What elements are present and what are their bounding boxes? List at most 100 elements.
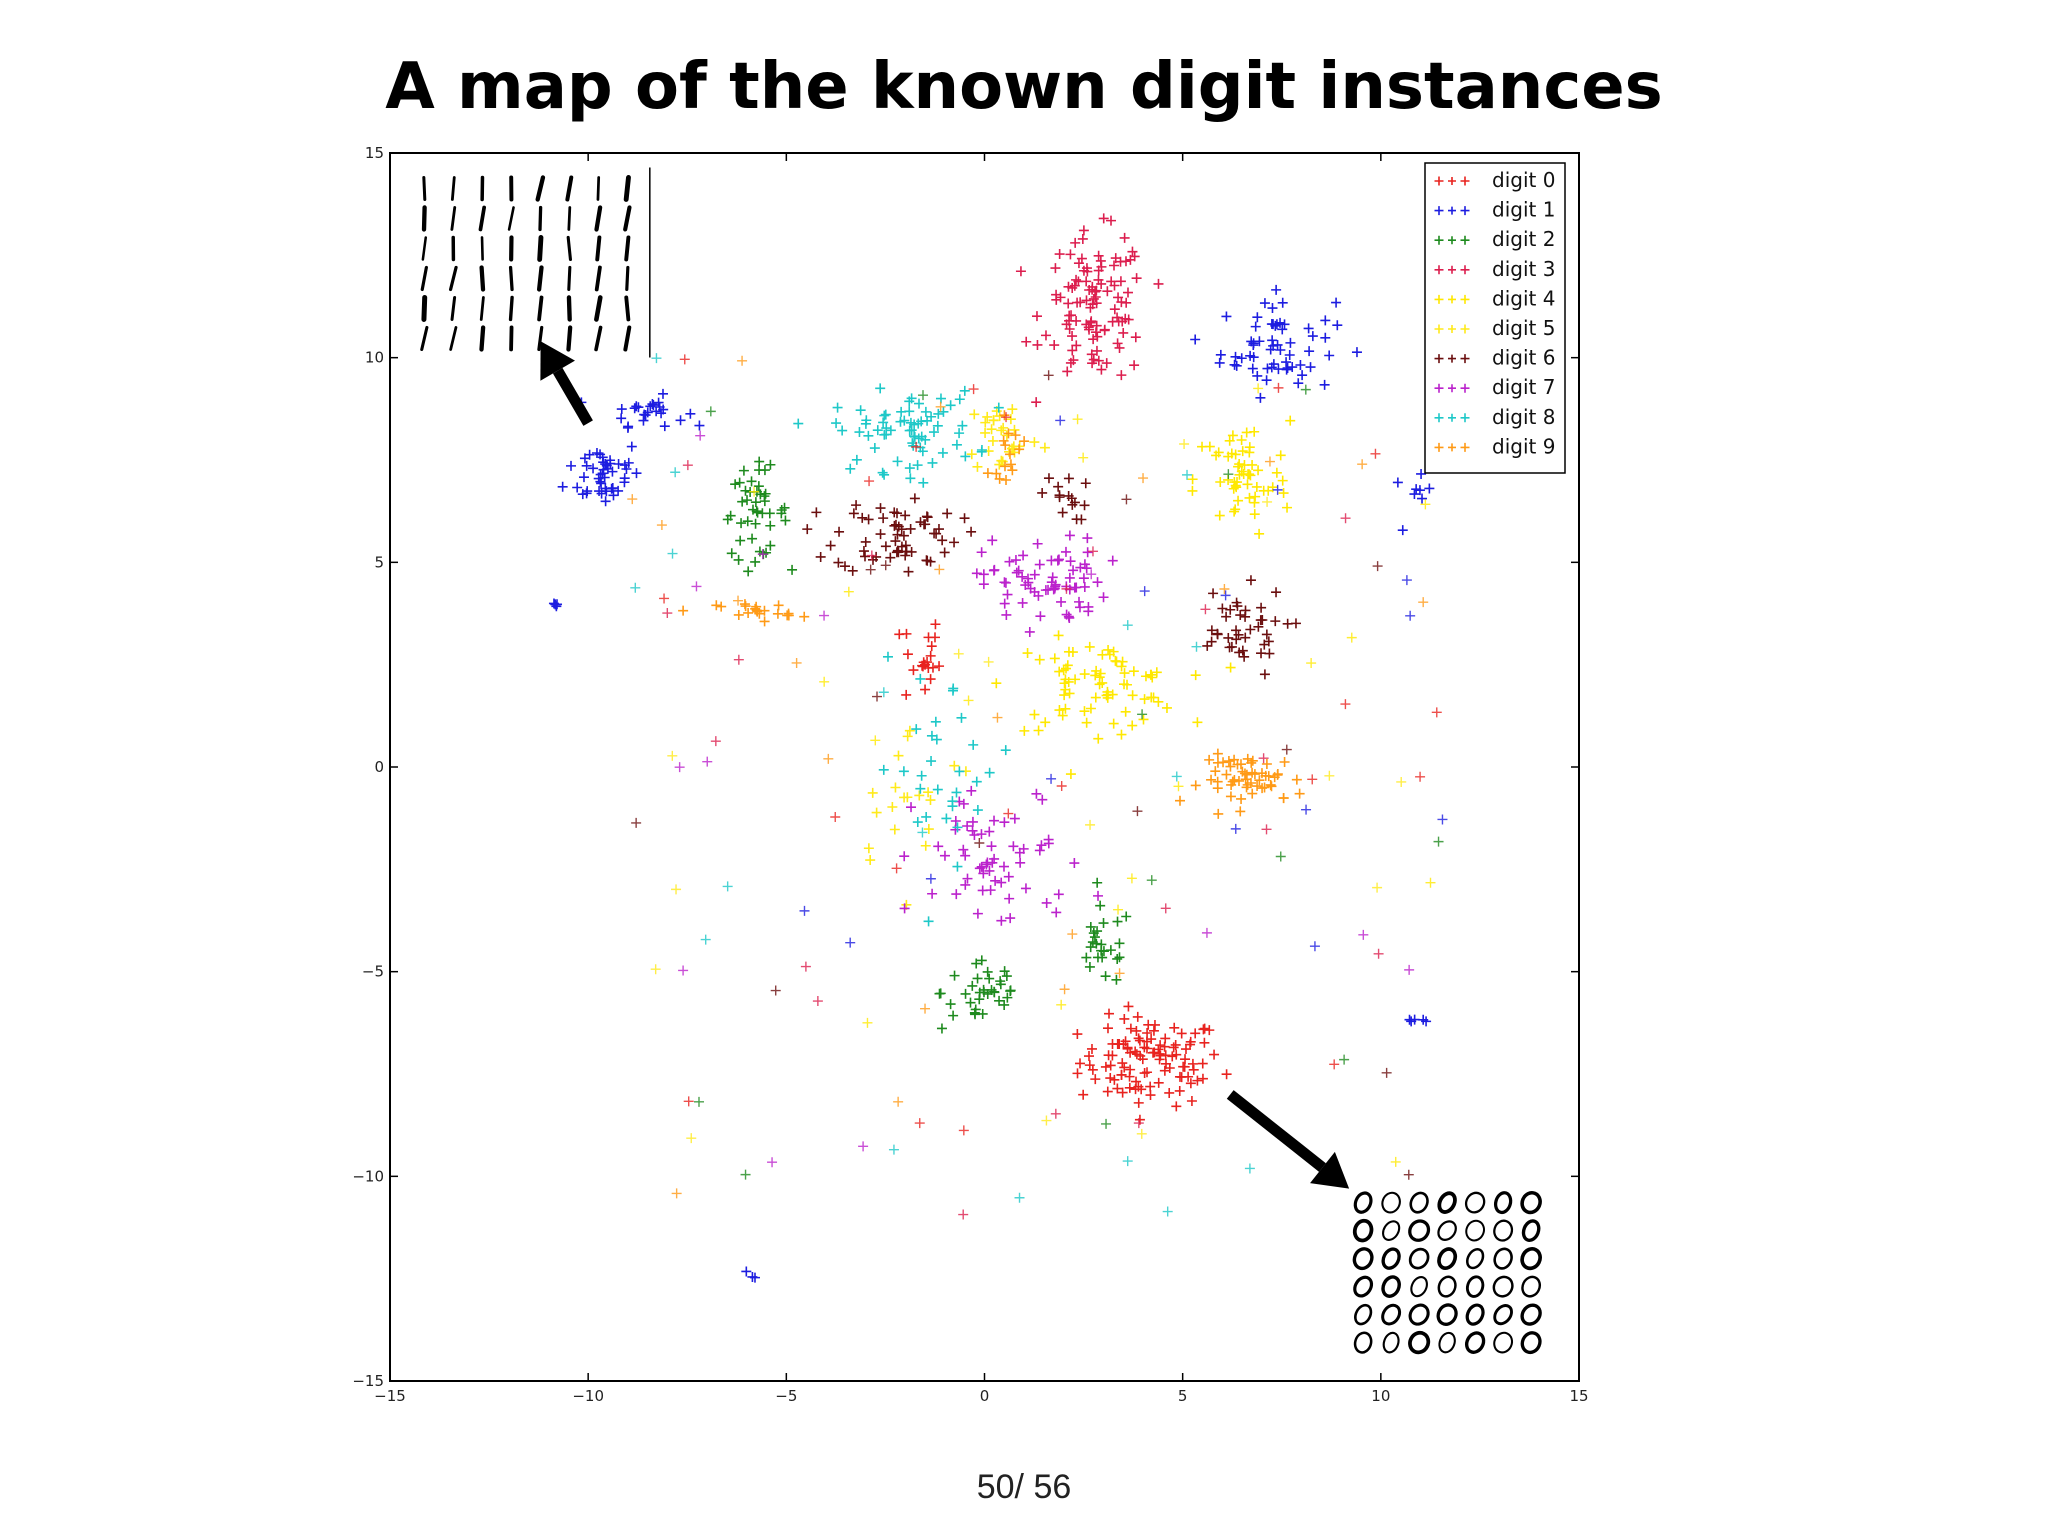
point-marker <box>740 601 751 612</box>
point-marker <box>648 400 659 411</box>
point-marker <box>1000 440 1011 451</box>
point-marker <box>958 1125 969 1136</box>
point-marker <box>1117 1087 1128 1098</box>
point-marker <box>889 507 900 518</box>
point-marker <box>1136 1084 1147 1095</box>
point-marker <box>1060 703 1071 714</box>
point-marker <box>1091 285 1102 296</box>
point-marker <box>959 385 970 396</box>
point-marker <box>1223 756 1234 767</box>
point-marker <box>1069 858 1080 869</box>
digit-zero-glyph <box>1464 1191 1486 1214</box>
point-marker <box>1140 671 1151 682</box>
point-marker <box>966 526 977 537</box>
point-marker <box>1225 791 1236 802</box>
point-marker <box>843 586 854 597</box>
point-marker <box>966 449 977 460</box>
digit-zero-glyph <box>1520 1190 1542 1215</box>
point-marker <box>972 805 983 816</box>
point-marker <box>1291 774 1302 785</box>
point-marker <box>1257 614 1268 625</box>
point-marker <box>982 411 993 422</box>
point-marker <box>1022 573 1033 584</box>
point-marker <box>1114 342 1125 353</box>
point-marker <box>1106 215 1116 226</box>
point-marker <box>1346 632 1357 643</box>
point-marker <box>1305 362 1316 373</box>
point-marker <box>1077 233 1088 244</box>
point-marker <box>1417 493 1428 504</box>
point-marker <box>1005 459 1016 470</box>
series-digit-6 <box>802 473 1301 680</box>
point-marker <box>1138 714 1149 725</box>
point-marker <box>1029 569 1040 580</box>
point-marker <box>1401 575 1412 586</box>
point-marker <box>1088 928 1099 939</box>
point-marker <box>918 477 929 488</box>
point-marker <box>980 427 991 438</box>
digit-zero-glyph <box>1409 1191 1429 1214</box>
point-marker <box>987 435 998 446</box>
point-marker <box>678 605 689 616</box>
point-marker <box>751 506 762 517</box>
point-marker <box>1093 265 1104 276</box>
point-marker <box>1255 392 1266 403</box>
digit-one-glyph <box>479 265 486 292</box>
point-marker <box>650 964 661 975</box>
point-marker <box>659 593 670 604</box>
point-marker <box>865 564 876 575</box>
point-marker <box>1018 550 1029 561</box>
point-marker <box>750 518 761 529</box>
point-marker <box>1416 468 1427 479</box>
series-digit-4 <box>991 415 1296 780</box>
series-digit-3 <box>1015 213 1164 408</box>
point-marker <box>1054 490 1065 501</box>
point-marker <box>1153 1077 1164 1088</box>
point-marker <box>1267 335 1278 346</box>
point-marker <box>1125 254 1136 265</box>
point-marker <box>1405 610 1416 621</box>
point-marker <box>1001 474 1012 485</box>
point-marker <box>933 841 944 852</box>
point-marker <box>1197 1058 1208 1069</box>
legend-entry: digit 9 <box>1434 434 1555 458</box>
point-marker <box>1324 770 1335 781</box>
point-marker <box>879 429 890 440</box>
point-marker <box>912 817 923 828</box>
ones-inset <box>403 167 651 358</box>
point-marker <box>923 632 934 643</box>
point-marker <box>1109 304 1120 315</box>
point-marker <box>1221 611 1232 622</box>
digit-one-glyph <box>594 205 603 232</box>
legend-entry: digit 3 <box>1434 257 1555 281</box>
digit-zero-glyph <box>1465 1219 1486 1242</box>
point-marker <box>1096 278 1107 289</box>
point-marker <box>1051 907 1062 918</box>
digit-one-glyph <box>565 175 574 202</box>
point-marker <box>705 406 716 417</box>
point-marker <box>993 402 1004 413</box>
point-marker <box>1068 565 1079 576</box>
point-marker <box>1078 1089 1089 1100</box>
point-marker <box>1043 370 1054 381</box>
point-marker <box>772 608 783 619</box>
point-marker <box>916 416 927 427</box>
point-marker <box>577 489 588 500</box>
digit-zero-glyph <box>1520 1303 1542 1326</box>
point-marker <box>1409 489 1420 500</box>
y-tick-label: −10 <box>352 1167 384 1185</box>
point-marker <box>905 523 916 534</box>
point-marker <box>1103 644 1114 655</box>
digit-one-glyph <box>450 295 457 321</box>
point-marker <box>899 415 910 426</box>
point-marker <box>1001 412 1012 423</box>
point-marker <box>1247 755 1258 766</box>
point-marker <box>1108 718 1119 729</box>
point-marker <box>1075 1058 1086 1069</box>
legend-marker <box>1434 442 1444 452</box>
point-marker <box>1351 347 1362 358</box>
point-marker <box>926 756 937 767</box>
point-marker <box>1132 806 1143 817</box>
point-marker <box>1272 484 1283 495</box>
